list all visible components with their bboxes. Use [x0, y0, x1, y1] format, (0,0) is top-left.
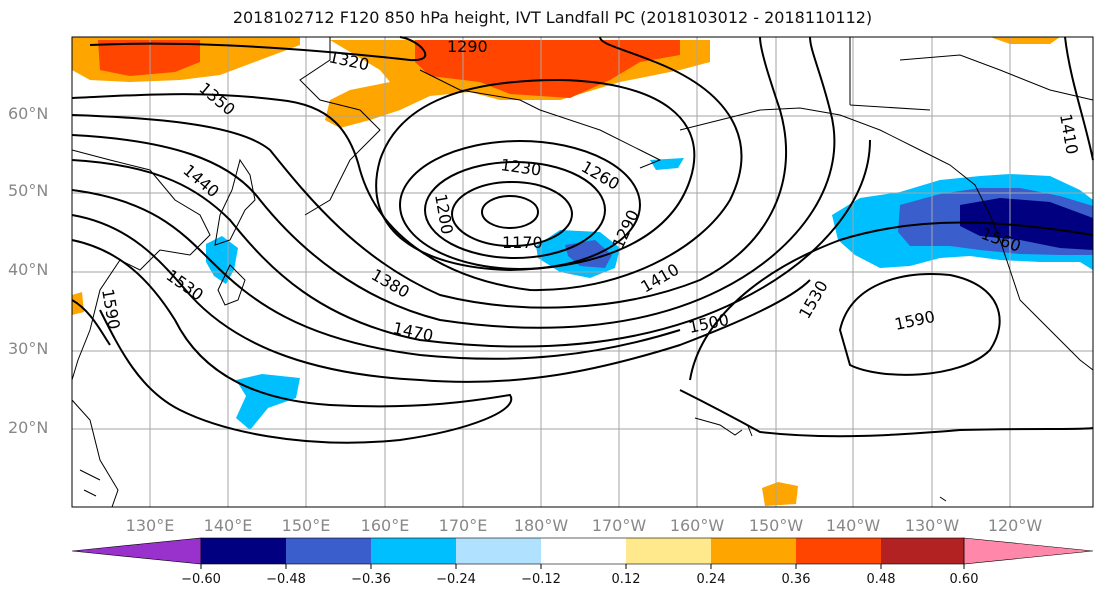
colorbar-tick-label: −0.48 [266, 572, 306, 587]
colorbar-segment [796, 538, 881, 564]
contour-label: 1260 [578, 157, 623, 194]
contour-label: 1470 [391, 318, 435, 345]
contour-1380 [71, 36, 788, 309]
positive-region-tropics [762, 482, 798, 506]
contour-label: 1290 [447, 37, 488, 56]
negative-region-subtropics [236, 374, 300, 430]
colorbar-segment [881, 538, 964, 564]
contour-1410 [71, 36, 836, 329]
contour-1560-south [679, 389, 1094, 438]
contour-1320 [89, 36, 427, 62]
colorbar-segment [201, 538, 286, 564]
contour-1290 [375, 78, 696, 272]
positive-region-arctic-west-core [98, 40, 200, 76]
contour-1530 [71, 239, 513, 444]
contour-1470 [71, 189, 681, 360]
lat-label: 50°N [8, 181, 49, 200]
colorbar-tick-label: 0.48 [866, 572, 896, 587]
colorbar-tick-label: −0.12 [521, 572, 561, 587]
colorbar-segment [626, 538, 711, 564]
map-title: 2018102712 F120 850 hPa height, IVT Land… [232, 8, 873, 27]
contour-label: 1200 [431, 192, 457, 235]
lat-label: 20°N [8, 418, 49, 437]
lon-label: 170°E [438, 516, 488, 535]
lon-label: 120°W [987, 516, 1043, 535]
colorbar-segment [286, 538, 371, 564]
contour-label: 1290 [608, 207, 642, 252]
colorbar-tick-label: −0.60 [181, 572, 221, 587]
contour-1170 [481, 195, 539, 229]
contour-1590-west [71, 299, 111, 346]
lon-label: 160°E [360, 516, 410, 535]
lon-label: 180°W [513, 516, 569, 535]
colorbar-tick-label: 0.12 [611, 572, 641, 587]
colorbar-segment [371, 538, 456, 564]
contour-1410-east [1064, 36, 1094, 161]
lon-label: 170°W [591, 516, 647, 535]
height-contours [71, 36, 1094, 444]
colorbar-segment [456, 538, 541, 564]
colorbar-tick-label: 0.36 [781, 572, 811, 587]
lat-label: 60°N [8, 104, 49, 123]
contour-label: 1170 [502, 233, 543, 252]
colorbar-tick-label: 0.60 [949, 572, 979, 587]
colorbar-tick-label: −0.36 [351, 572, 391, 587]
contour-1200 [451, 181, 573, 247]
contour-label: 1230 [499, 155, 542, 179]
coastlines [71, 37, 1094, 508]
lon-label: 150°W [748, 516, 804, 535]
contour-label: 1590 [98, 287, 124, 330]
colorbar-outline [200, 537, 965, 565]
contour-1230 [424, 161, 606, 259]
contour-label: 1530 [795, 277, 832, 322]
contour-1590 [838, 273, 1001, 376]
colorbar-segment [541, 538, 626, 564]
colorbar [71, 537, 1094, 569]
contour-1500 [71, 214, 811, 383]
contour-label: 1350 [195, 79, 238, 120]
contour-label: 1410 [1056, 112, 1082, 155]
colorbar-extend-low [71, 537, 202, 565]
contour-label: 1410 [638, 260, 683, 297]
contour-1440 [71, 139, 871, 348]
contour-1560 [689, 221, 1094, 381]
lat-label: 40°N [8, 260, 49, 279]
lon-label: 160°W [669, 516, 725, 535]
map-frame [71, 36, 1094, 508]
colorbar-tick-label: −0.24 [436, 572, 476, 587]
positive-region-arctic-central-core [415, 40, 680, 98]
colorbar-ticks [200, 564, 965, 569]
colorbar-tick-label: 0.24 [696, 572, 726, 587]
colorbar-segment [711, 538, 796, 564]
lon-label: 140°E [203, 516, 253, 535]
lat-label: 30°N [8, 339, 49, 358]
lon-label: 140°W [825, 516, 881, 535]
contour-label: 1590 [893, 307, 937, 334]
negative-region-northeast-pacific-core [960, 198, 1093, 250]
colorbar-extend-high [963, 537, 1094, 565]
contour-1350 [71, 36, 743, 292]
ivt-shading [72, 37, 1093, 506]
lon-label: 130°W [904, 516, 960, 535]
negative-region-aleutian [650, 158, 684, 170]
contour-label: 1500 [687, 310, 731, 337]
lon-label: 150°E [281, 516, 331, 535]
lon-label: 130°E [125, 516, 175, 535]
positive-region-arctic-east [990, 37, 1060, 44]
